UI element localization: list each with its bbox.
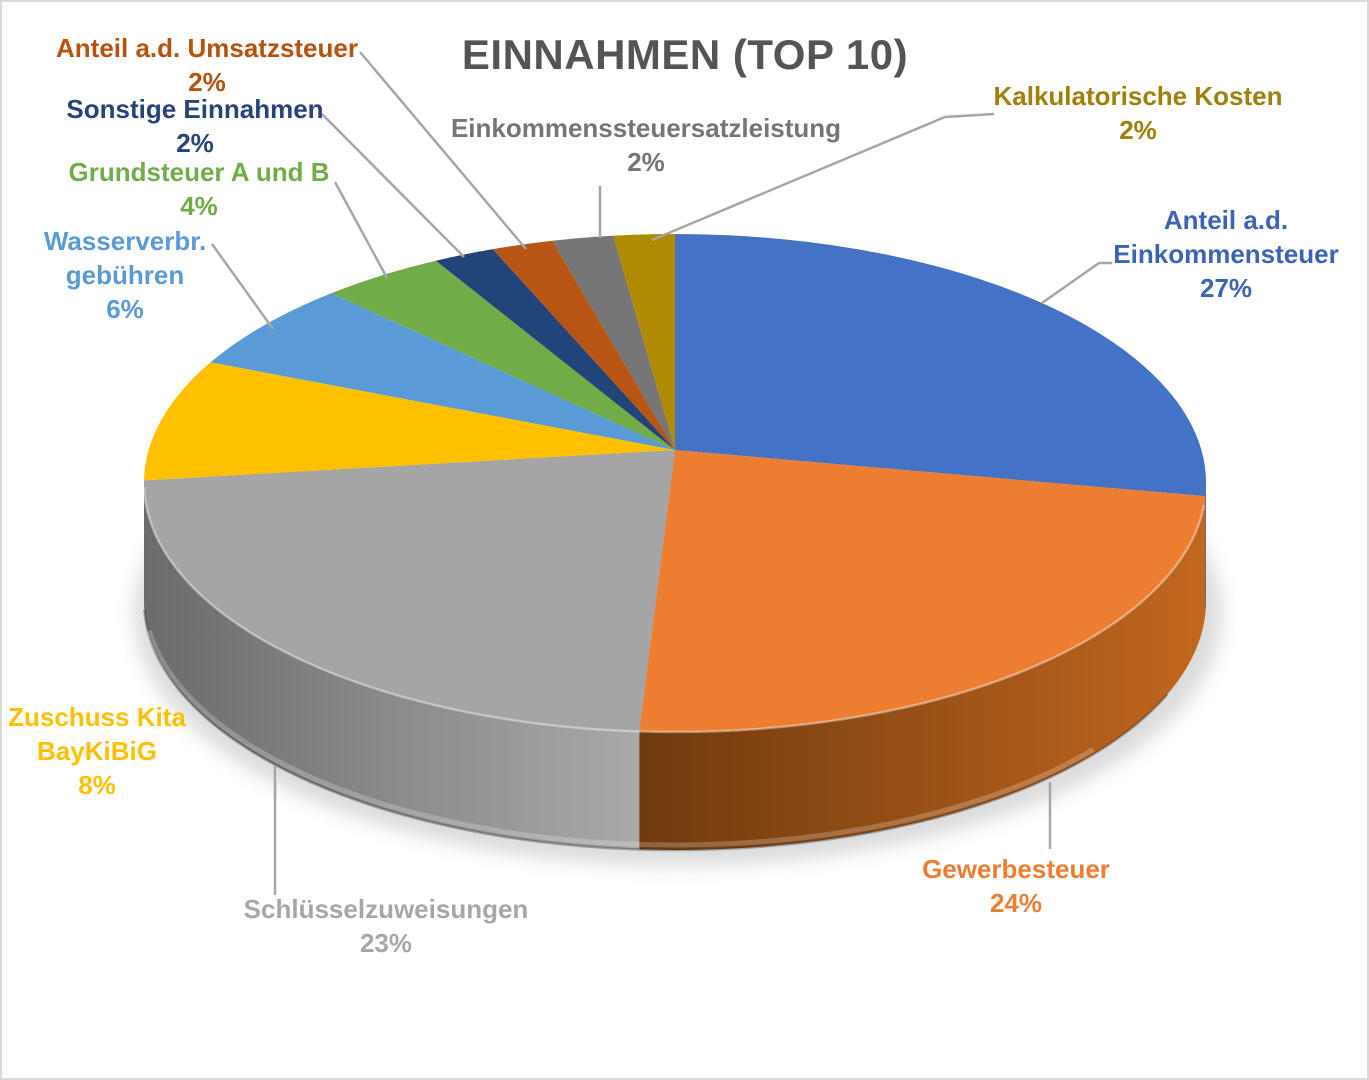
slice-label-einkommenssteuersatzleistung: Einkommenssteuersatzleistung 2% bbox=[451, 111, 841, 179]
slice-percentage: 8% bbox=[78, 770, 116, 800]
slice-percentage: 6% bbox=[106, 294, 144, 324]
slice-name: Grundsteuer A und B bbox=[68, 157, 330, 187]
slice-label-grundsteuer-a-und-b: Grundsteuer A und B 4% bbox=[69, 155, 330, 223]
slice-label-wasserverbr: Wasserverbr. gebühren 6% bbox=[44, 224, 206, 326]
leader-line-sonstige-einnahmen bbox=[321, 113, 465, 258]
pie-slice-kalkulatorische-kosten bbox=[613, 234, 675, 450]
slice-name: Einkommensteuer bbox=[1113, 239, 1339, 269]
leader-line-kalkulatorische-kosten bbox=[651, 112, 995, 242]
slice-name: Kalkulatorische Kosten bbox=[993, 81, 1283, 111]
slice-label-gewerbesteuer: Gewerbesteuer 24% bbox=[922, 852, 1110, 920]
slice-name: Einkommenssteuersatzleistung bbox=[450, 113, 842, 143]
slice-label-kalkulatorische-kosten: Kalkulatorische Kosten 2% bbox=[994, 79, 1283, 147]
slice-percentage: 23% bbox=[359, 928, 413, 958]
slice-name: Anteil a.d. bbox=[1163, 205, 1289, 235]
slice-label-anteil-a-d: Anteil a.d. Einkommensteuer 27% bbox=[1113, 203, 1338, 305]
pie-slice-anteil-a-d-umsatzsteuer bbox=[492, 240, 675, 450]
pie-slice-wasserverbr-geb-hren bbox=[210, 293, 675, 450]
slice-name: Wasserverbr. bbox=[43, 226, 207, 256]
slice-percentage: 27% bbox=[1199, 273, 1253, 303]
slice-label-zuschuss-kita: Zuschuss Kita BayKiBiG 8% bbox=[8, 700, 186, 802]
slice-label-schl-sselzuweisungen: Schlüsselzuweisungen 23% bbox=[244, 892, 529, 960]
slice-percentage: 24% bbox=[989, 888, 1043, 918]
slice-percentage: 2% bbox=[188, 67, 226, 97]
pie-slice-anteil-a-d-einkommensteuer bbox=[675, 234, 1207, 497]
slice-name: Sonstige Einnahmen bbox=[66, 94, 324, 124]
pie-rim-highlight bbox=[142, 487, 1206, 734]
slice-name: Gewerbesteuer bbox=[922, 854, 1110, 884]
slice-percentage: 2% bbox=[1119, 115, 1157, 145]
slice-percentage: 2% bbox=[176, 128, 214, 158]
leader-line-wasserverbr bbox=[210, 243, 275, 330]
chart-title: EINNAHMEN (TOP 10) bbox=[461, 31, 909, 78]
leader-line-anteil-a-d-umsatzsteuer bbox=[359, 51, 527, 250]
pie-side-schl-sselzuweisungen bbox=[144, 483, 640, 850]
pie-slice-sonstige-einnahmen bbox=[435, 249, 675, 450]
pie-bottom-edge bbox=[143, 609, 1169, 852]
slice-name: BayKiBiG bbox=[37, 736, 157, 766]
slice-label-anteil-a-d-umsatzsteuer: Anteil a.d. Umsatzsteuer 2% bbox=[56, 31, 358, 99]
pie-side-anteil-a-d-einkommensteuer bbox=[1205, 483, 1207, 615]
pie-slice-gewerbesteuer bbox=[639, 450, 1206, 732]
slice-percentage: 4% bbox=[180, 191, 218, 221]
slice-name: gebühren bbox=[65, 260, 185, 290]
slice-percentage: 2% bbox=[627, 147, 665, 177]
leader-line-anteil-a-d bbox=[1041, 261, 1112, 305]
pie-slice-einkommenssteuersatzleistung bbox=[552, 235, 675, 450]
leader-line-grundsteuer-a-und-b bbox=[333, 181, 389, 279]
slice-name: Schlüsselzuweisungen bbox=[243, 894, 529, 924]
slice-label-sonstige-einnahmen: Sonstige Einnahmen 2% bbox=[66, 92, 323, 160]
pie-side-gewerbesteuer bbox=[639, 496, 1206, 850]
slice-name: Zuschuss Kita bbox=[8, 702, 186, 732]
slice-name: Anteil a.d. Umsatzsteuer bbox=[56, 33, 358, 63]
pie-slice-grundsteuer-a-und-b bbox=[331, 260, 675, 450]
pie-slice-zuschuss-kita-baykibig bbox=[144, 362, 675, 481]
pie-bottom-sheen bbox=[146, 629, 1095, 848]
pie-slice-schl-sselzuweisungen bbox=[143, 450, 675, 732]
